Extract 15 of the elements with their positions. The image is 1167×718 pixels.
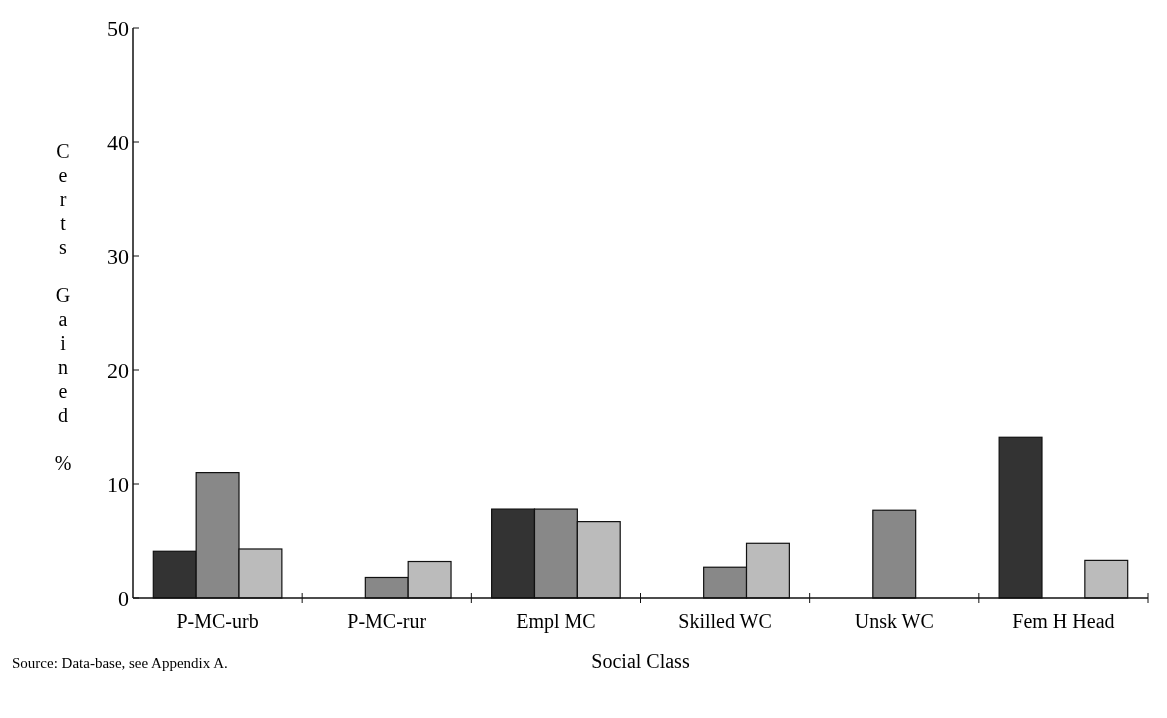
source-note: Source: Data-base, see Appendix A.	[12, 655, 228, 671]
x-tick-label: P-MC-rur	[347, 610, 427, 632]
y-tick-label: 40	[107, 129, 129, 155]
text: Certs Gained %	[54, 140, 72, 474]
y-tick-label: 50	[107, 15, 129, 41]
x-tick-label: Skilled WC	[678, 610, 772, 632]
x-tick-label: P-MC-urb	[176, 610, 259, 632]
x-axis-title: Social Class	[591, 650, 690, 672]
y-tick-label: 10	[107, 471, 129, 497]
x-tick-label: Empl MC	[516, 610, 596, 633]
y-tick-label: 30	[107, 243, 129, 269]
x-tick-label: Unsk WC	[854, 610, 934, 632]
y-tick-label: 0	[118, 585, 129, 611]
y-tick-label: 20	[107, 357, 129, 383]
x-tick-label: Fem H Head	[1012, 610, 1115, 632]
